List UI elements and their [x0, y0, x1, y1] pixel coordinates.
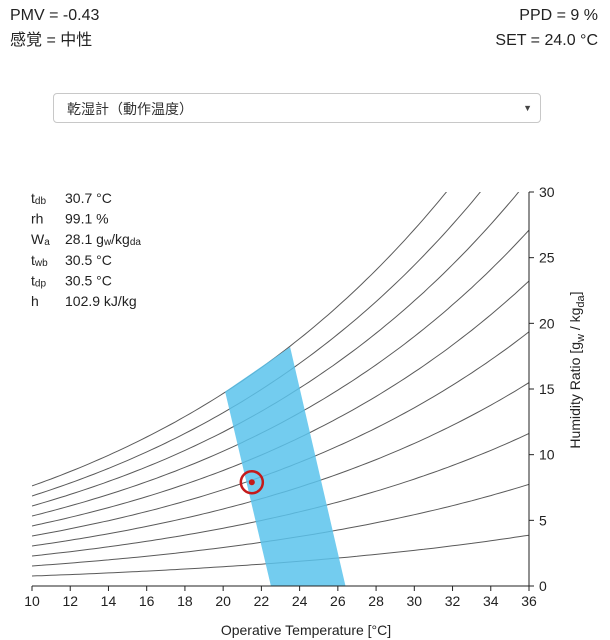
- property-value: 30.5 °C: [65, 272, 112, 288]
- marker-dot: [248, 479, 255, 486]
- property-value: 28.1 gw/kgda: [65, 231, 141, 248]
- y-axis: 0 5 10 15 20 25 30: [528, 184, 555, 594]
- property-value: 30.5 °C: [65, 252, 112, 268]
- x-tick-label: 30: [407, 593, 423, 609]
- x-axis-label: Operative Temperature [°C]: [221, 622, 391, 638]
- y-tick-label: 25: [539, 250, 555, 266]
- property-value: 102.9 kJ/kg: [65, 293, 137, 309]
- set-value: SET = 24.0 °C: [495, 32, 598, 49]
- x-tick-label: 20: [215, 593, 231, 609]
- x-axis: 10 12 14 16 18 20 22 24 26 28 30 32 34 36: [24, 585, 537, 609]
- y-axis-label: Humidity Ratio [gw / kgda]: [567, 291, 587, 448]
- comfort-zone: [225, 347, 346, 586]
- x-tick-label: 24: [292, 593, 308, 609]
- property-symbol: Wa: [31, 231, 50, 248]
- property-symbol: h: [31, 293, 39, 309]
- rh-curve: [32, 192, 448, 487]
- property-symbol: twb: [31, 252, 48, 269]
- x-tick-label: 16: [139, 593, 155, 609]
- x-tick-label: 26: [330, 593, 346, 609]
- property-symbol: tdb: [31, 190, 46, 207]
- y-tick-label: 0: [539, 578, 547, 594]
- x-tick-label: 28: [368, 593, 384, 609]
- ppd-value: PPD = 9 %: [519, 7, 598, 24]
- air-properties-list: tdb 30.7 °C rh 99.1 % Wa 28.1 gw/kgda twb 30.5 …: [31, 190, 141, 309]
- x-tick-label: 18: [177, 593, 193, 609]
- x-tick-label: 12: [62, 593, 78, 609]
- chart-type-select[interactable]: 乾湿計（動作温度） ▼: [53, 93, 541, 123]
- x-tick-label: 34: [483, 593, 499, 609]
- y-tick-label: 15: [539, 381, 555, 397]
- thermal-sensation: 感覚 = 中性: [10, 32, 93, 49]
- y-tick-label: 30: [539, 184, 555, 200]
- chevron-down-icon: ▼: [523, 103, 532, 113]
- x-tick-label: 10: [24, 593, 40, 609]
- chart-type-selected-value: 乾湿計（動作温度）: [67, 101, 193, 117]
- y-tick-label: 5: [539, 512, 547, 528]
- property-value: 30.7 °C: [65, 190, 112, 206]
- property-symbol: rh: [31, 211, 43, 227]
- property-value: 99.1 %: [65, 211, 109, 227]
- y-tick-label: 20: [539, 315, 555, 331]
- x-tick-label: 32: [445, 593, 461, 609]
- x-tick-label: 14: [101, 593, 117, 609]
- y-tick-label: 10: [539, 447, 555, 463]
- pmv-value: PMV = -0.43: [10, 7, 100, 24]
- x-tick-label: 36: [521, 593, 537, 609]
- x-tick-label: 22: [254, 593, 270, 609]
- current-condition-marker[interactable]: [239, 469, 265, 495]
- marker-ring: [239, 469, 265, 495]
- property-symbol: tdp: [31, 272, 46, 289]
